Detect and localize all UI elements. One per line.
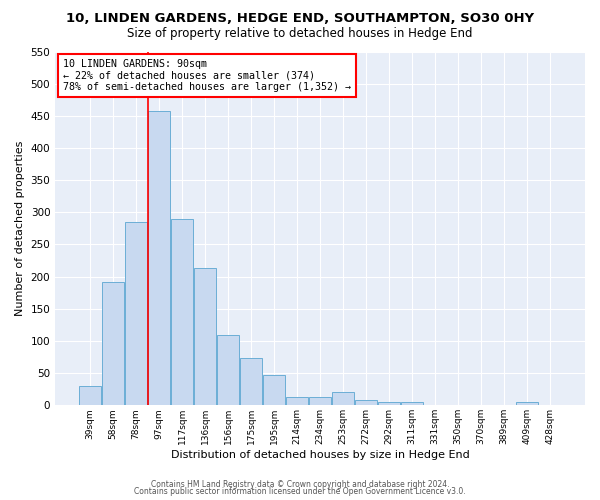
Bar	[240, 358, 262, 406]
Bar	[309, 397, 331, 406]
Bar	[125, 222, 147, 406]
Text: Contains HM Land Registry data © Crown copyright and database right 2024.: Contains HM Land Registry data © Crown c…	[151, 480, 449, 489]
Text: 10, LINDEN GARDENS, HEDGE END, SOUTHAMPTON, SO30 0HY: 10, LINDEN GARDENS, HEDGE END, SOUTHAMPT…	[66, 12, 534, 26]
Text: Contains public sector information licensed under the Open Government Licence v3: Contains public sector information licen…	[134, 487, 466, 496]
X-axis label: Distribution of detached houses by size in Hedge End: Distribution of detached houses by size …	[171, 450, 469, 460]
Bar	[102, 282, 124, 406]
Text: Size of property relative to detached houses in Hedge End: Size of property relative to detached ho…	[127, 26, 473, 40]
Y-axis label: Number of detached properties: Number of detached properties	[15, 140, 25, 316]
Bar	[263, 375, 285, 406]
Bar	[516, 402, 538, 406]
Bar	[171, 218, 193, 406]
Bar	[355, 400, 377, 406]
Bar	[286, 397, 308, 406]
Bar	[148, 110, 170, 406]
Bar	[217, 334, 239, 406]
Bar	[401, 402, 423, 406]
Text: 10 LINDEN GARDENS: 90sqm
← 22% of detached houses are smaller (374)
78% of semi-: 10 LINDEN GARDENS: 90sqm ← 22% of detach…	[63, 58, 351, 92]
Bar	[194, 268, 216, 406]
Bar	[332, 392, 354, 406]
Bar	[79, 386, 101, 406]
Bar	[378, 402, 400, 406]
